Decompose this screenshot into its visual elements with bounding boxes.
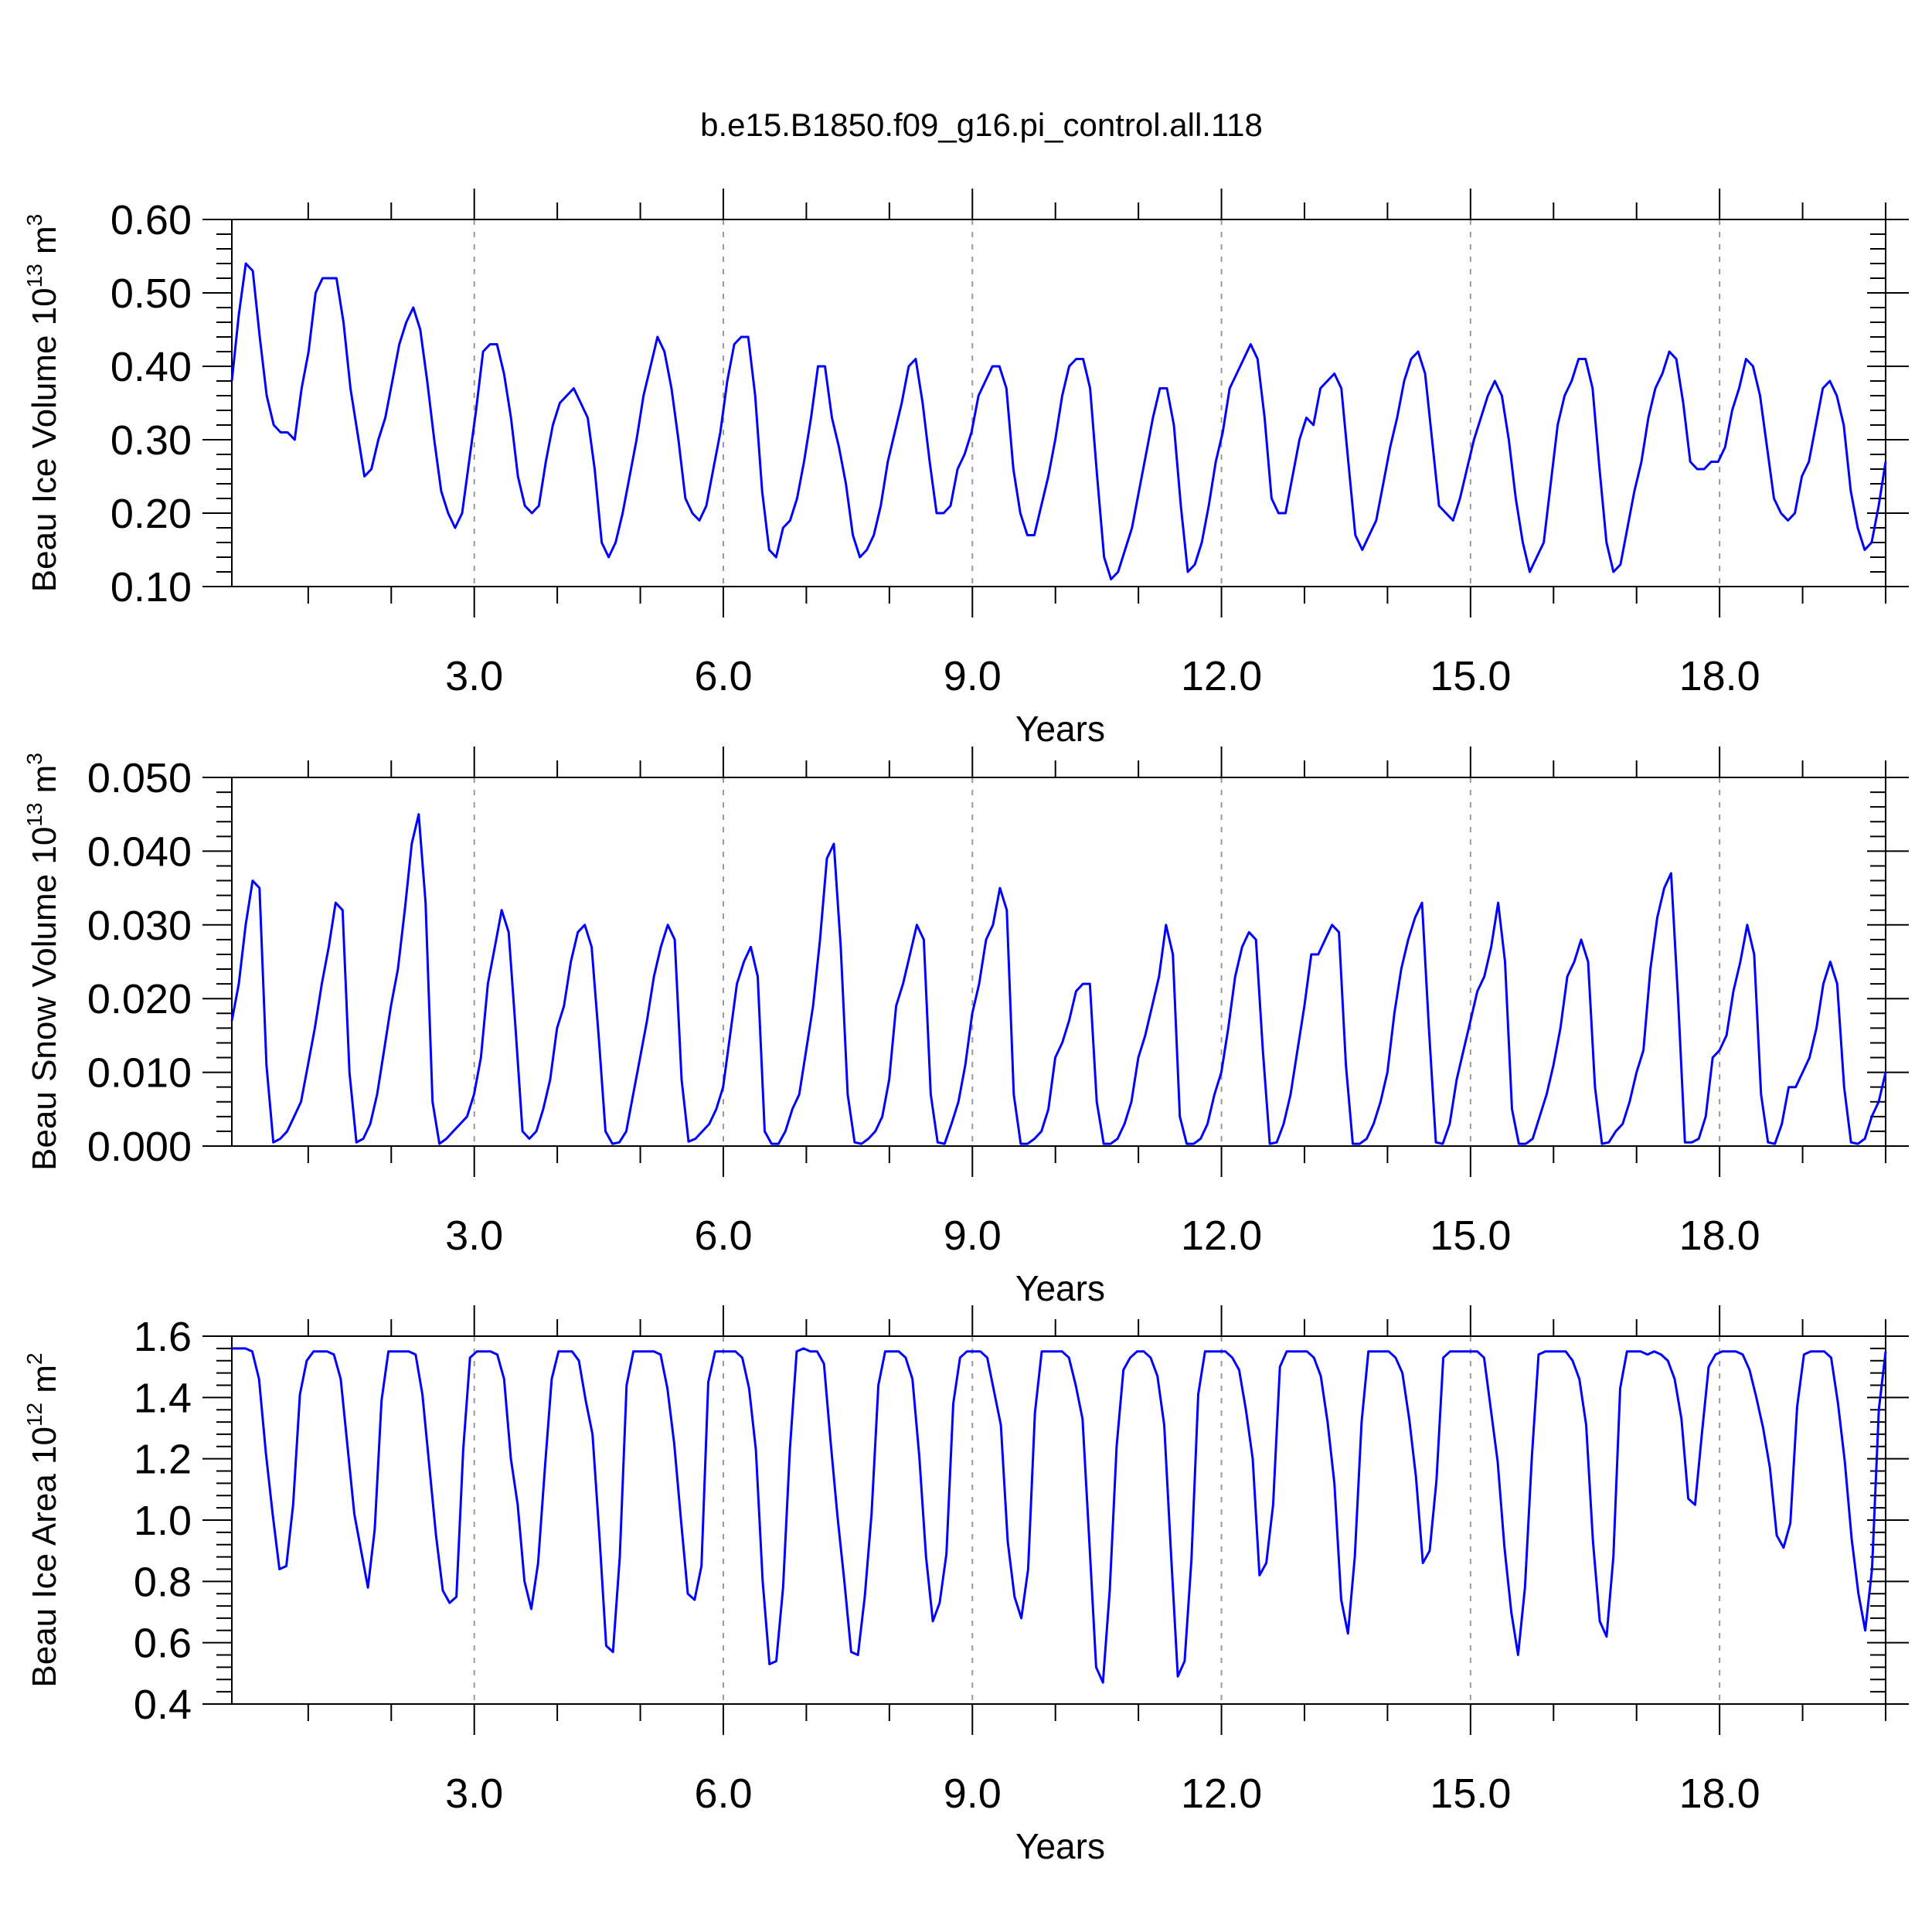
y-tick-label: 0.50 bbox=[111, 270, 192, 317]
x-tick-label: 12.0 bbox=[1181, 1213, 1262, 1259]
y-tick-label: 0.040 bbox=[87, 828, 192, 875]
series-line bbox=[230, 262, 1887, 580]
y-tick-label: 0.30 bbox=[111, 417, 192, 464]
plot-frame bbox=[231, 219, 1886, 587]
x-tick-label: 12.0 bbox=[1181, 1770, 1262, 1817]
x-axis-label: Years bbox=[1015, 1268, 1105, 1308]
x-axis-label: Years bbox=[1015, 709, 1105, 749]
y-tick-label: 1.2 bbox=[134, 1437, 192, 1483]
y-tick-label: 0.020 bbox=[87, 976, 192, 1022]
panels: 0.10 0.20 0.30 0.40 0.50 0.60 3.0 6.0 9.0 12.0 15.… bbox=[22, 189, 1909, 1866]
y-tick-label: 0.050 bbox=[87, 755, 192, 801]
y-axis-label: Beau Ice Area 1012 m2 bbox=[22, 1352, 63, 1687]
y-tick-label: 0.8 bbox=[134, 1559, 192, 1605]
x-tick-label: 3.0 bbox=[445, 1213, 503, 1259]
x-tick-label: 9.0 bbox=[944, 1770, 1002, 1817]
x-tick-label: 6.0 bbox=[694, 1213, 752, 1259]
chart-title: b.e15.B1850.f09_g16.pi_control.all.118 bbox=[700, 107, 1263, 143]
x-tick-label: 18.0 bbox=[1679, 1213, 1760, 1259]
x-tick-label: 6.0 bbox=[694, 653, 752, 699]
x-tick-label: 9.0 bbox=[944, 653, 1002, 699]
series-line bbox=[230, 813, 1887, 1145]
x-tick-label: 15.0 bbox=[1430, 653, 1511, 699]
series-line bbox=[232, 1347, 1887, 1684]
y-tick-label: 1.4 bbox=[134, 1375, 192, 1421]
x-tick-label: 18.0 bbox=[1679, 1770, 1760, 1817]
y-tick-label: 0.60 bbox=[111, 197, 192, 243]
y-tick-label: 1.6 bbox=[134, 1314, 192, 1360]
chart-panel-1: 0.10 0.20 0.30 0.40 0.50 0.60 3.0 6.0 9.0 12.0 15.… bbox=[22, 189, 1909, 749]
x-tick-label: 3.0 bbox=[445, 653, 503, 699]
y-tick-label: 0.10 bbox=[111, 564, 192, 611]
x-tick-label: 15.0 bbox=[1430, 1770, 1511, 1817]
y-tick-label: 1.0 bbox=[134, 1498, 192, 1544]
y-tick-label: 0.010 bbox=[87, 1050, 192, 1097]
y-tick-label: 0.030 bbox=[87, 903, 192, 949]
x-tick-label: 3.0 bbox=[445, 1770, 503, 1817]
x-tick-label: 9.0 bbox=[944, 1213, 1002, 1259]
x-tick-label: 18.0 bbox=[1679, 653, 1760, 699]
x-axis-label: Years bbox=[1015, 1826, 1105, 1866]
y-axis-label: Beau Ice Volume 1013 m3 bbox=[22, 214, 63, 592]
y-tick-label: 0.6 bbox=[134, 1621, 192, 1667]
y-tick-label: 0.000 bbox=[87, 1124, 192, 1170]
x-tick-label: 6.0 bbox=[694, 1770, 752, 1817]
y-tick-label: 0.4 bbox=[134, 1682, 192, 1728]
plot-frame bbox=[231, 1335, 1886, 1705]
y-axis-label: Beau Snow Volume 1013 m3 bbox=[22, 753, 63, 1171]
x-tick-label: 15.0 bbox=[1430, 1213, 1511, 1259]
chart-panel-2: 0.000 0.010 0.020 0.030 0.040 0.050 3.0 6.0 9.0 1… bbox=[22, 747, 1909, 1308]
chart-panel-3: 0.4 0.6 0.8 1.0 1.2 1.4 1.6 3.0 6.0 9.0 12.0 15.0 18… bbox=[22, 1305, 1909, 1866]
x-tick-label: 12.0 bbox=[1181, 653, 1262, 699]
y-tick-label: 0.40 bbox=[111, 344, 192, 390]
y-tick-label: 0.20 bbox=[111, 491, 192, 537]
plot-frame bbox=[231, 777, 1886, 1147]
